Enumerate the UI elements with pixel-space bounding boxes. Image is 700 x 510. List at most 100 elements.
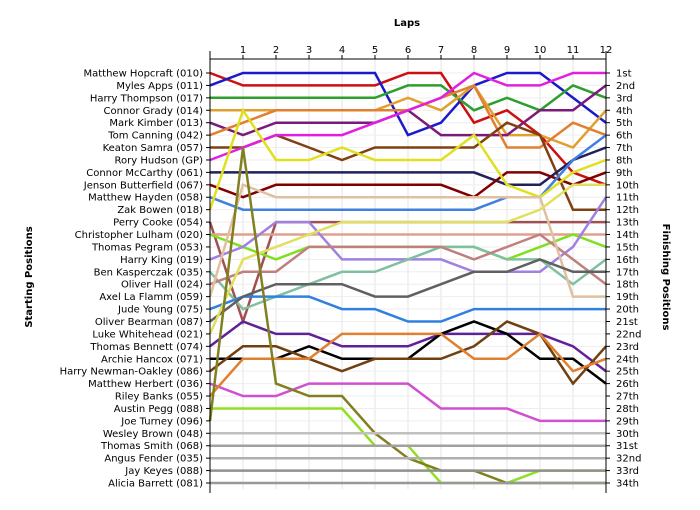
x-tick-label: 1 bbox=[240, 45, 246, 56]
finishing-position-label: 4th bbox=[616, 106, 633, 117]
finishing-position-label: 34th bbox=[616, 479, 639, 490]
finishing-position-label: 13th bbox=[616, 218, 639, 229]
series-line-8 bbox=[209, 71, 606, 162]
starting-position-label: Keaton Samra (057) bbox=[103, 143, 204, 154]
finishing-position-label: 12th bbox=[616, 205, 639, 216]
x-tick-label: 6 bbox=[405, 45, 411, 56]
starting-position-label: Alicia Barrett (081) bbox=[108, 479, 203, 490]
x-tick-labels: 1 2 3 4 5 6 7 8 9 10 11 12 bbox=[240, 45, 613, 56]
finishing-position-label: 18th bbox=[616, 280, 639, 291]
left-axis-title: Starting Positions bbox=[24, 226, 35, 327]
finishing-position-label: 21st bbox=[616, 317, 638, 328]
finishing-position-label: 9th bbox=[616, 168, 633, 179]
series-line-21 bbox=[209, 258, 606, 323]
x-tick-label: 8 bbox=[471, 45, 477, 56]
finishing-position-label: 17th bbox=[616, 267, 639, 278]
starting-position-label: Zak Bowen (018) bbox=[117, 205, 203, 216]
starting-position-label: Harry Thompson (017) bbox=[90, 93, 203, 104]
finishing-position-label: 23rd bbox=[616, 342, 639, 353]
starting-position-label: Harry King (019) bbox=[120, 255, 203, 266]
series-line-18 bbox=[209, 233, 607, 286]
starting-position-labels: Matthew Hopcraft (010)Myles Apps (011)Ha… bbox=[60, 69, 204, 490]
grid bbox=[210, 59, 607, 489]
x-tick-label: 7 bbox=[438, 45, 444, 56]
starting-position-label: Joe Turney (096) bbox=[120, 416, 203, 427]
series-line-2 bbox=[209, 71, 607, 137]
finishing-position-label: 11th bbox=[616, 193, 639, 204]
starting-position-label: Matthew Hayden (058) bbox=[88, 193, 203, 204]
finishing-position-label: 15th bbox=[616, 242, 639, 253]
finishing-position-label: 14th bbox=[616, 230, 639, 241]
finishing-position-label: 27th bbox=[616, 392, 639, 403]
starting-position-label: Jay Keyes (088) bbox=[124, 466, 203, 477]
finishing-position-label: 16th bbox=[616, 255, 639, 266]
series-line-26 bbox=[209, 382, 606, 423]
x-tick-label: 10 bbox=[534, 45, 547, 56]
x-tick-label: 9 bbox=[504, 45, 510, 56]
finishing-position-label: 20th bbox=[616, 305, 639, 316]
axes bbox=[206, 51, 610, 493]
x-tick-label: 2 bbox=[273, 45, 279, 56]
starting-position-label: Angus Fender (035) bbox=[104, 454, 203, 465]
finishing-position-label: 31st bbox=[616, 441, 638, 452]
starting-position-label: Harry Newman-Oakley (086) bbox=[60, 367, 204, 378]
series-lines bbox=[208, 71, 608, 485]
starting-position-label: Tom Canning (042) bbox=[107, 131, 203, 142]
finishing-position-label: 28th bbox=[616, 404, 639, 415]
finishing-position-label: 29th bbox=[616, 416, 639, 427]
series-line-19 bbox=[208, 183, 606, 298]
series-line-22 bbox=[208, 183, 606, 335]
starting-position-label: Matthew Herbert (036) bbox=[88, 379, 203, 390]
starting-position-label: Riley Banks (055) bbox=[115, 392, 203, 403]
starting-position-label: Perry Cooke (054) bbox=[113, 218, 203, 229]
finishing-position-label: 1st bbox=[616, 69, 632, 80]
finishing-position-label: 25th bbox=[616, 367, 639, 378]
starting-position-label: Austin Pegg (088) bbox=[114, 404, 203, 415]
series-line-9 bbox=[210, 146, 607, 187]
starting-position-label: Thomas Smith (068) bbox=[100, 441, 203, 452]
starting-position-label: Connor McCarthy (061) bbox=[86, 168, 203, 179]
finishing-position-label: 2nd bbox=[616, 81, 635, 92]
starting-position-label: Christopher Lulham (020) bbox=[75, 230, 203, 241]
finishing-position-label: 6th bbox=[616, 131, 633, 142]
finishing-position-label: 30th bbox=[616, 429, 639, 440]
x-tick-label: 12 bbox=[600, 45, 613, 56]
series-line-27 bbox=[209, 332, 607, 397]
finishing-position-label: 19th bbox=[616, 292, 639, 303]
starting-position-label: Jenson Butterfield (067) bbox=[83, 180, 203, 191]
starting-position-label: Wesley Brown (048) bbox=[103, 429, 203, 440]
finishing-position-label: 22nd bbox=[616, 329, 641, 340]
starting-position-label: Myles Apps (011) bbox=[116, 81, 203, 92]
finishing-position-label: 8th bbox=[616, 155, 633, 166]
finishing-position-label: 10th bbox=[616, 180, 639, 191]
x-tick-label: 11 bbox=[567, 45, 580, 56]
x-tick-label: 4 bbox=[339, 45, 345, 56]
series-line-10 bbox=[209, 171, 607, 199]
right-axis-title: Finishing Positions bbox=[660, 224, 671, 331]
finishing-position-label: 32nd bbox=[616, 454, 641, 465]
x-tick-label: 5 bbox=[372, 45, 378, 56]
starting-position-label: Oliver Hall (024) bbox=[121, 280, 203, 291]
finishing-position-label: 26th bbox=[616, 379, 639, 390]
starting-position-label: Rory Hudson (GP) bbox=[115, 155, 204, 166]
starting-position-label: Matthew Hopcraft (010) bbox=[83, 69, 203, 80]
x-tick-label: 3 bbox=[306, 45, 312, 56]
starting-position-label: Jude Young (075) bbox=[117, 305, 203, 316]
starting-position-label: Axel La Flamm (059) bbox=[99, 292, 203, 303]
series-line-20 bbox=[209, 295, 606, 323]
finishing-position-label: 24th bbox=[616, 354, 639, 365]
starting-position-label: Oliver Bearman (087) bbox=[95, 317, 203, 328]
starting-position-label: Thomas Pegram (053) bbox=[91, 242, 203, 253]
starting-position-label: Thomas Bennett (074) bbox=[89, 342, 203, 353]
finishing-position-label: 7th bbox=[616, 143, 633, 154]
starting-position-label: Archie Hancox (071) bbox=[101, 354, 203, 365]
finishing-position-label: 3rd bbox=[616, 93, 633, 104]
starting-position-label: Mark Kimber (013) bbox=[109, 118, 203, 129]
x-axis-title: Laps bbox=[394, 18, 420, 29]
finishing-position-label: 33rd bbox=[616, 466, 639, 477]
finishing-position-label: 5th bbox=[616, 118, 633, 129]
starting-position-label: Connor Grady (014) bbox=[103, 106, 203, 117]
starting-position-label: Ben Kasperczak (035) bbox=[94, 267, 203, 278]
